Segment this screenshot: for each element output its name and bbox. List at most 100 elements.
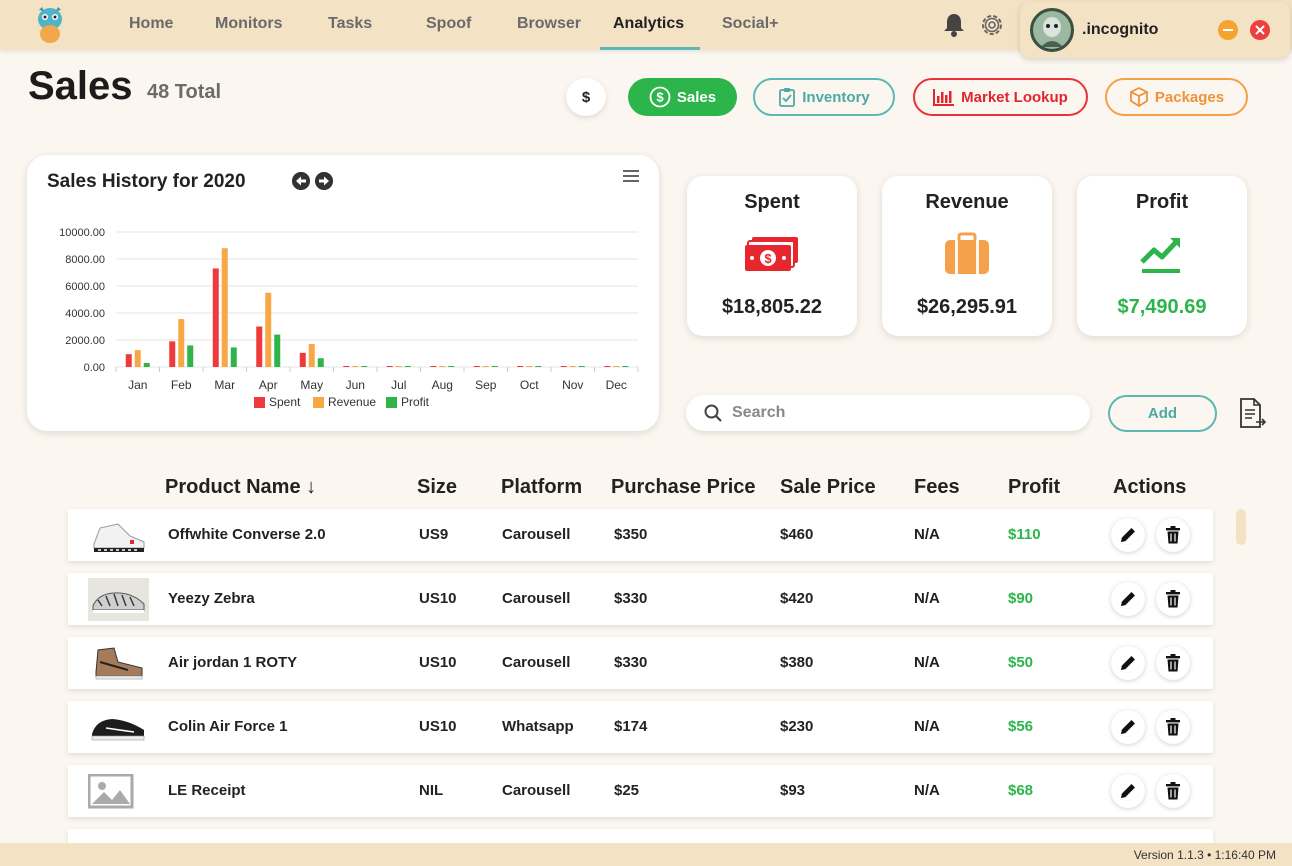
bar-spent (125, 354, 132, 367)
x-tick-label: Dec (606, 378, 627, 392)
sales-history-chart-card: Sales History for 2020 10000.00 8000.00 60… (27, 155, 659, 431)
x-tick-label: Jul (391, 378, 406, 392)
nav-browser[interactable]: Browser (517, 15, 582, 32)
table-row[interactable]: Offwhite Converse 2.0 US9 Carousell $350 $46… (68, 509, 1213, 561)
sale-price: $420 (780, 590, 814, 607)
export-document-icon[interactable] (1238, 397, 1266, 429)
profit-amount: $50 (1008, 654, 1034, 671)
x-tick-label: Sep (475, 378, 497, 392)
bar-spent (430, 366, 437, 367)
bell-icon[interactable] (942, 12, 966, 38)
packages-label: Packages (1154, 88, 1225, 106)
market-lookup-button[interactable]: Market Lookup (913, 78, 1088, 116)
bar-profit (274, 334, 281, 367)
profit-amount: $68 (1008, 782, 1034, 799)
add-button[interactable]: Add (1108, 395, 1217, 432)
avatar-icon (1033, 11, 1071, 49)
hamburger-menu-icon[interactable] (623, 170, 639, 182)
legend-label: Revenue (328, 395, 376, 409)
revenue-title: Revenue (925, 191, 1009, 213)
product-platform: Whatsapp (502, 718, 574, 735)
legend-swatch (254, 397, 265, 408)
column-header-fees[interactable]: Fees (914, 476, 960, 498)
chart-title: Sales History for 2020 (47, 171, 246, 192)
bar-profit (448, 366, 455, 367)
bar-revenue (482, 366, 489, 367)
package-icon (1129, 87, 1148, 107)
column-header-sale-price[interactable]: Sale Price (780, 476, 876, 498)
app-logo-icon[interactable] (33, 5, 67, 45)
y-tick-label: 10000.00 (59, 227, 105, 239)
table-row[interactable]: Colin Air Force 1 US10 Whatsapp $174 $230 N/A… (68, 701, 1213, 753)
edit-button[interactable] (1111, 774, 1145, 808)
table-row[interactable]: LE Receipt NIL Carousell $25 $93 N/A $68 (68, 765, 1213, 817)
legend-swatch (386, 397, 397, 408)
sales-button[interactable]: $ Sales (628, 78, 737, 116)
product-size: US10 (419, 590, 457, 607)
dollar-circle-icon: $ (649, 86, 671, 108)
packages-button[interactable]: Packages (1105, 78, 1248, 116)
column-header-profit[interactable]: Profit (1008, 476, 1061, 498)
profile-card[interactable]: .incognito (1020, 2, 1290, 58)
column-header-purchase-price[interactable]: Purchase Price (611, 476, 756, 498)
bar-profit (491, 366, 498, 367)
bar-revenue (352, 366, 359, 367)
delete-button[interactable] (1156, 774, 1190, 808)
minimize-button[interactable] (1218, 20, 1238, 40)
product-thumbnail (88, 578, 149, 621)
purchase-price: $330 (614, 590, 648, 607)
purchase-price: $25 (614, 782, 640, 799)
delete-button[interactable] (1156, 518, 1190, 552)
revenue-value: $26,295.91 (916, 296, 1018, 318)
close-button[interactable] (1250, 20, 1270, 40)
edit-button[interactable] (1111, 582, 1145, 616)
delete-button[interactable] (1156, 710, 1190, 744)
nav-monitors[interactable]: Monitors (215, 15, 283, 32)
fees: N/A (914, 782, 940, 799)
edit-button[interactable] (1111, 710, 1145, 744)
nav-home[interactable]: Home (129, 15, 174, 32)
currency-button[interactable]: $ (566, 78, 606, 116)
bar-revenue (178, 319, 185, 367)
profit-amount: $90 (1008, 590, 1034, 607)
gear-icon[interactable] (978, 11, 1006, 39)
scrollbar-thumb[interactable] (1236, 509, 1246, 545)
status-footer: Version 1.1.3 • 1:16:40 PM (0, 843, 1292, 866)
product-thumbnail (88, 706, 149, 749)
column-header-product[interactable]: Product Name ↓ (165, 476, 317, 498)
table-row-partial[interactable] (68, 829, 1213, 845)
column-header-size[interactable]: Size (417, 476, 458, 498)
bar-revenue (613, 366, 620, 367)
x-tick-label: Jun (346, 378, 365, 392)
bar-profit (143, 362, 150, 367)
column-header-platform[interactable]: Platform (501, 476, 583, 498)
inventory-button[interactable]: Inventory (753, 78, 895, 116)
arrow-left-icon[interactable] (292, 172, 310, 190)
edit-button[interactable] (1111, 646, 1145, 680)
search-input[interactable] (732, 401, 1072, 425)
nav-social[interactable]: Social+ (722, 15, 779, 32)
active-tab-indicator (600, 47, 700, 50)
nav-tasks[interactable]: Tasks (328, 15, 373, 32)
sale-price: $230 (780, 718, 814, 735)
product-name: Colin Air Force 1 (168, 718, 288, 735)
delete-button[interactable] (1156, 646, 1190, 680)
top-nav-bar: Home Monitors Tasks Spoof Browser Analyt… (0, 0, 1292, 58)
search-box[interactable] (686, 395, 1090, 431)
product-thumbnail (88, 514, 149, 557)
avatar[interactable] (1030, 8, 1074, 52)
product-platform: Carousell (502, 654, 571, 671)
edit-button[interactable] (1111, 518, 1145, 552)
table-row[interactable]: Air jordan 1 ROTY US10 Carousell $330 $380 N/… (68, 637, 1213, 689)
nav-analytics[interactable]: Analytics (613, 15, 685, 32)
bar-revenue (221, 248, 228, 367)
delete-button[interactable] (1156, 582, 1190, 616)
arrow-right-icon[interactable] (315, 172, 333, 190)
bar-profit (578, 366, 585, 367)
pencil-icon (1121, 784, 1135, 798)
table-row[interactable]: Yeezy Zebra US10 Carousell $330 $420 N/A $90 (68, 573, 1213, 625)
fees: N/A (914, 526, 940, 543)
bar-profit (361, 366, 368, 367)
nav-spoof[interactable]: Spoof (426, 15, 472, 32)
briefcase-icon (945, 232, 989, 274)
